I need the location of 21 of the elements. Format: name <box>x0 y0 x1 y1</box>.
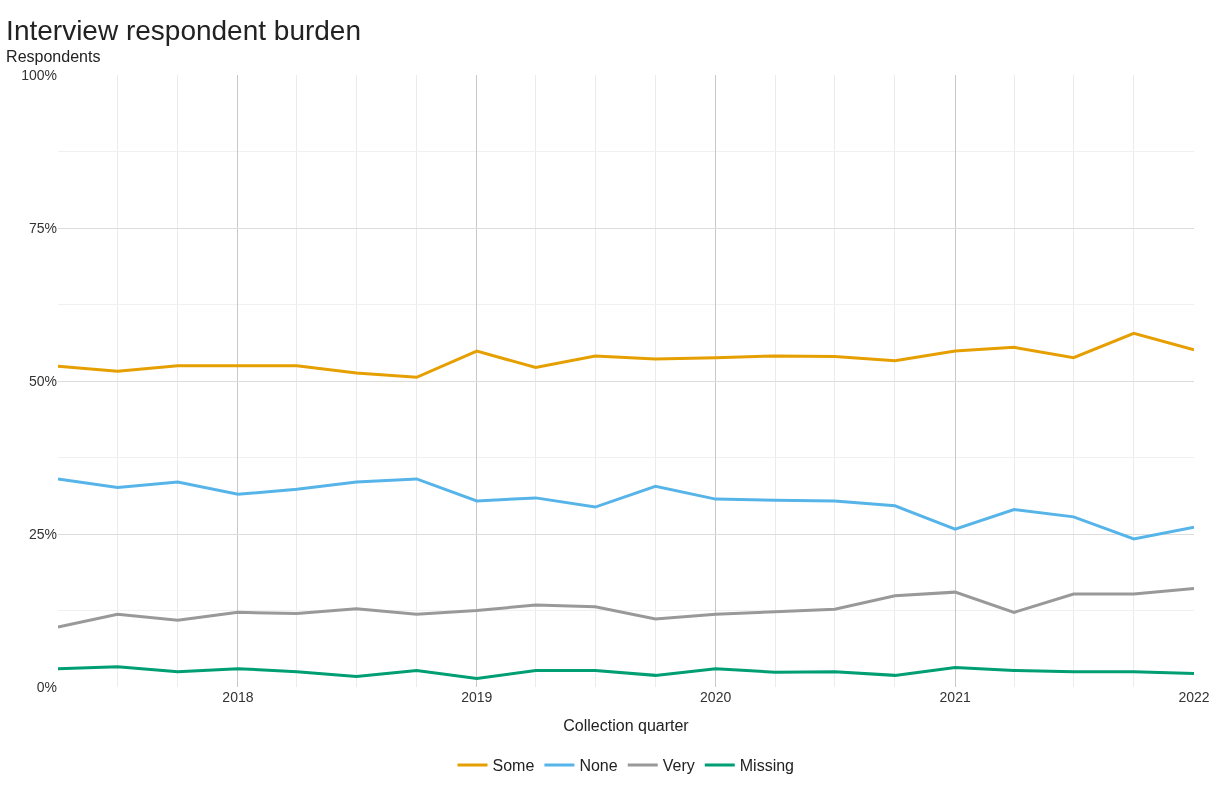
x-tick-label: 2021 <box>939 689 971 705</box>
legend-label: Missing <box>739 757 794 775</box>
legend-label: Very <box>662 757 695 775</box>
x-tick-label: 2019 <box>461 689 493 705</box>
chart-title: Interview respondent burden <box>6 14 362 46</box>
y-tick-label: 75% <box>28 219 57 236</box>
x-tick-label: 2018 <box>222 689 254 705</box>
x-tick-label: 2022 <box>1178 689 1210 705</box>
y-tick-label: 0% <box>36 678 57 695</box>
x-axis-title: Collection quarter <box>563 716 690 734</box>
x-tick-label: 2020 <box>700 689 732 705</box>
legend-label: None <box>579 757 618 775</box>
line-series <box>58 477 1194 541</box>
line-series <box>58 331 1194 379</box>
legend-label: Some <box>492 757 535 775</box>
chart-subtitle: Respondents <box>6 47 101 65</box>
line-series <box>58 586 1194 629</box>
line-series <box>58 665 1194 680</box>
y-tick-label: 25% <box>28 525 57 542</box>
y-tick-label: 100% <box>21 66 57 83</box>
y-tick-label: 50% <box>28 372 57 389</box>
